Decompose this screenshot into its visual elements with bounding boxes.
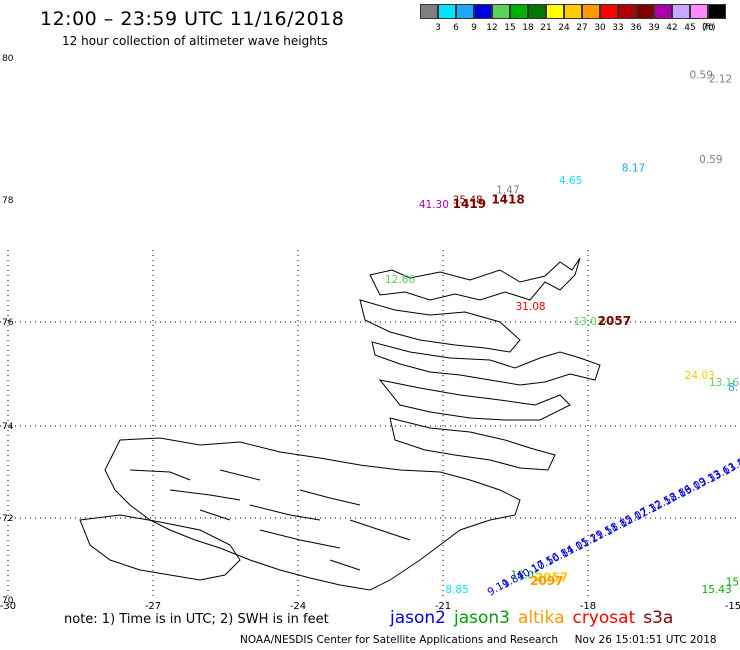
scale-label: 21 [540, 23, 552, 33]
scale-swatch [600, 4, 618, 19]
scale-label: 30 [594, 23, 606, 33]
scale-swatch [564, 4, 582, 19]
wave-height-value: 41.30 [419, 199, 449, 211]
scale-label: 42 [666, 23, 678, 33]
scale-label: 3 [435, 23, 441, 33]
satellite-legend: jason2 jason3 altika cryosat s3a [390, 608, 681, 628]
scale-label: 39 [648, 23, 660, 33]
wave-height-value: 1418 [491, 192, 524, 206]
legend-jason3: jason3 [454, 608, 510, 628]
lat-tick-label: 74 [2, 422, 14, 432]
jason2-value: 13.84 [721, 453, 740, 479]
map-subtitle: 12 hour collection of altimeter wave hei… [62, 34, 328, 48]
wave-height-value: 1.47 [496, 185, 519, 197]
scale-swatch [492, 4, 510, 19]
lat-tick-label: 76 [2, 318, 14, 328]
scale-label: 9 [471, 23, 477, 33]
wave-height-value: 13.0 [511, 570, 534, 582]
scale-label: 12 [486, 23, 498, 33]
wave-height-value: 15.0 [726, 577, 740, 589]
scale-swatch [654, 4, 672, 19]
wave-height-value: 8. [728, 382, 738, 394]
lon-tick-label: -27 [145, 601, 161, 612]
lon-tick-label: -15 [725, 601, 740, 612]
scale-swatch [510, 4, 528, 19]
scale-swatch [474, 4, 492, 19]
scale-label: 36 [630, 23, 642, 33]
scale-label: 70 [702, 23, 714, 33]
wave-height-value: 12.66 [385, 274, 415, 286]
wave-height-value: 13.03 [574, 316, 604, 328]
lon-tick-label: -21 [435, 601, 451, 612]
legend-cryosat: cryosat [572, 608, 636, 628]
wave-height-value: 2.12 [709, 73, 732, 85]
wave-height-value: 24.03 [685, 370, 715, 382]
scale-swatch [708, 4, 726, 19]
wave-height-value: 2057 [535, 570, 568, 584]
scale-swatch [546, 4, 564, 19]
lat-tick-label: 72 [2, 514, 13, 524]
scale-swatch [618, 4, 636, 19]
jason2-value: 14.09 [736, 445, 740, 470]
scale-label: 33 [612, 23, 624, 33]
lat-tick-label: 78 [2, 196, 14, 206]
lon-tick-label: -24 [290, 601, 306, 612]
scale-swatch [456, 4, 474, 19]
scale-swatch [420, 4, 438, 19]
wave-height-value: 8.85 [445, 584, 468, 596]
scale-label: 18 [522, 23, 534, 33]
lat-tick-label: 70 [2, 596, 14, 606]
scale-label: 27 [576, 23, 588, 33]
wave-height-value: 4.65 [559, 175, 582, 187]
scale-unit: (ft) [702, 23, 716, 33]
lat-tick-label: 80 [2, 54, 14, 64]
wave-height-value: 2097 [530, 574, 563, 588]
scale-swatch [636, 4, 654, 19]
legend-s3a: s3a [643, 608, 674, 628]
wave-height-value: 35.48 [453, 194, 483, 206]
footer-credit: NOAA/NESDIS Center for Satellite Applica… [240, 634, 717, 646]
wave-height-value: 31.08 [516, 301, 546, 313]
wave-height-value: 8.17 [622, 162, 645, 174]
scale-swatch [582, 4, 600, 19]
lat-lon-grid [0, 250, 740, 600]
wave-height-value: 0.59 [699, 154, 722, 166]
scale-label: 45 [684, 23, 696, 33]
legend-jason2: jason2 [390, 608, 446, 628]
wave-height-value: 13.16 [709, 377, 739, 389]
legend-altika: altika [518, 608, 565, 628]
wave-height-value: 1419 [453, 197, 486, 211]
scale-swatch [528, 4, 546, 19]
scale-label: 6 [453, 23, 459, 33]
scale-label: 24 [558, 23, 570, 33]
wave-height-value: 2057 [598, 314, 631, 328]
scale-swatch [438, 4, 456, 19]
wave-height-value: 15.43 [702, 584, 732, 596]
scale-label: 15 [504, 23, 516, 33]
scale-swatch [672, 4, 690, 19]
map-title: 12:00 – 23:59 UTC 11/16/2018 [40, 8, 345, 30]
greenland-coastline [79, 257, 601, 591]
lon-tick-label: -30 [0, 601, 16, 612]
scale-swatch [690, 4, 708, 19]
axis-tick-labels: 80 78 76 74 72 70-30 -27 -24 -21 -18 -15 [0, 54, 740, 612]
lon-tick-label: -18 [580, 601, 596, 612]
note-text: note: 1) Time is in UTC; 2) SWH is in fe… [64, 612, 329, 627]
wave-height-value: 0.59 [690, 70, 713, 82]
